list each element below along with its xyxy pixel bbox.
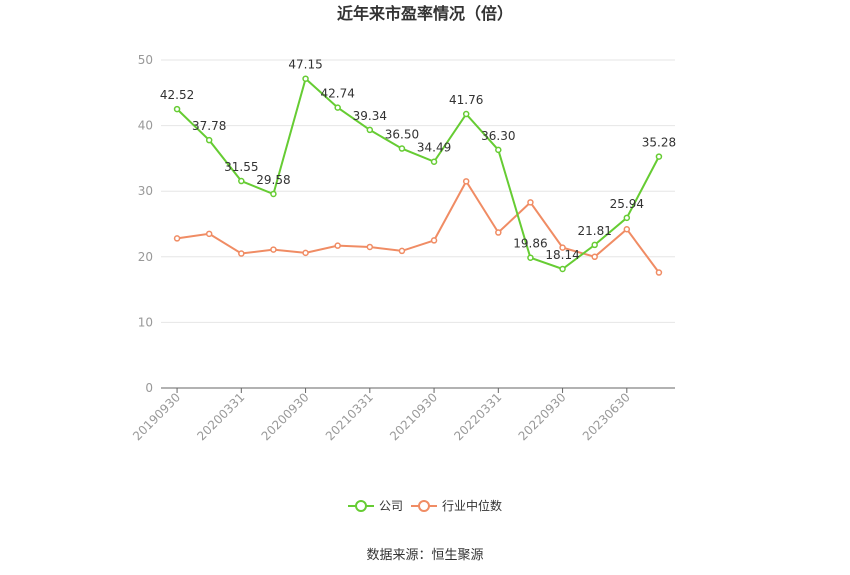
data-label-1: 37.78 — [192, 119, 226, 133]
point-1-8 — [430, 237, 438, 244]
point-1-9 — [462, 178, 470, 185]
y-tick-label-20: 20 — [138, 250, 153, 264]
point-0-0 — [173, 105, 181, 113]
y-axis-ticks: 0 10 20 30 40 50 — [138, 53, 153, 395]
point-0-10 — [495, 146, 502, 154]
point-1-11 — [527, 199, 534, 206]
point-1-4 — [302, 249, 309, 257]
data-label-3: 29.58 — [256, 173, 290, 187]
x-tick-label-20200331: 20200331 — [194, 390, 247, 443]
point-1-7 — [398, 247, 406, 255]
legend-label-company: 公司 — [379, 499, 403, 513]
point-1-15 — [655, 269, 663, 276]
y-tick-label-10: 10 — [138, 315, 153, 329]
point-0-2 — [238, 177, 245, 185]
point-0-8 — [430, 158, 438, 165]
legend-item-industry-median[interactable]: 行业中位数 — [411, 498, 502, 513]
point-0-3 — [270, 190, 277, 198]
y-tick-label-30: 30 — [138, 184, 153, 198]
data-source: 数据来源：恒生聚源 — [366, 548, 483, 563]
point-0-14 — [623, 214, 631, 222]
data-label-2: 31.55 — [224, 160, 258, 174]
point-0-6 — [366, 126, 374, 134]
x-tick-label-20230630: 20230630 — [580, 390, 633, 443]
series-line-1 — [176, 179, 660, 274]
point-1-5 — [334, 242, 341, 249]
y-tick-label-0: 0 — [145, 381, 153, 395]
data-label-13: 21.81 — [578, 224, 612, 238]
data-label-14: 25.94 — [610, 197, 644, 211]
y-tick-label-40: 40 — [138, 119, 153, 133]
point-0-13 — [591, 241, 598, 249]
x-axis-ticks: 20190930 20200331 20200930 20210331 20210930… — [130, 388, 633, 443]
series-lines — [176, 76, 660, 274]
chart-title: 近年来市盈率情况（倍） — [337, 4, 513, 23]
point-1-3 — [270, 246, 277, 253]
point-1-0 — [173, 235, 181, 242]
x-tick-label-20220930: 20220930 — [516, 390, 569, 443]
point-1-2 — [238, 250, 245, 257]
data-label-12: 18.14 — [545, 248, 579, 262]
data-label-4: 47.15 — [288, 58, 322, 72]
point-1-14 — [623, 225, 631, 233]
x-tick-label-20210331: 20210331 — [323, 390, 376, 443]
data-label-9: 41.76 — [449, 93, 483, 107]
data-label-6: 39.34 — [353, 109, 387, 123]
x-tick-label-20220331: 20220331 — [451, 390, 504, 443]
series-line-0 — [176, 76, 660, 271]
point-1-10 — [495, 229, 502, 236]
grid-lines — [161, 59, 675, 323]
point-1-12 — [559, 244, 566, 251]
x-tick-label-20200930: 20200930 — [259, 390, 312, 443]
point-0-11 — [527, 254, 534, 261]
point-0-12 — [559, 265, 566, 273]
data-label-7: 36.50 — [385, 128, 419, 142]
data-label-15: 35.28 — [642, 136, 676, 150]
x-tick-label-20190930: 20190930 — [130, 390, 183, 443]
point-0-4 — [302, 75, 309, 82]
data-label-11: 19.86 — [513, 237, 547, 251]
data-label-5: 42.74 — [321, 87, 355, 101]
point-0-7 — [398, 145, 406, 152]
point-0-5 — [334, 104, 341, 111]
data-label-8: 34.49 — [417, 141, 451, 155]
y-tick-label-50: 50 — [138, 53, 153, 67]
point-1-6 — [366, 243, 374, 251]
data-label-10: 36.30 — [481, 129, 515, 143]
legend[interactable]: 公司 行业中位数 — [348, 498, 502, 513]
point-0-9 — [462, 110, 470, 118]
series-points — [173, 75, 663, 276]
point-1-1 — [205, 230, 213, 238]
point-1-13 — [591, 253, 598, 261]
x-tick-label-20210930: 20210930 — [387, 390, 440, 443]
data-label-0: 42.52 — [160, 88, 194, 102]
legend-item-company[interactable]: 公司 — [348, 499, 403, 513]
legend-label-industry-median: 行业中位数 — [442, 498, 502, 513]
point-0-15 — [655, 153, 663, 160]
point-0-1 — [205, 136, 213, 144]
